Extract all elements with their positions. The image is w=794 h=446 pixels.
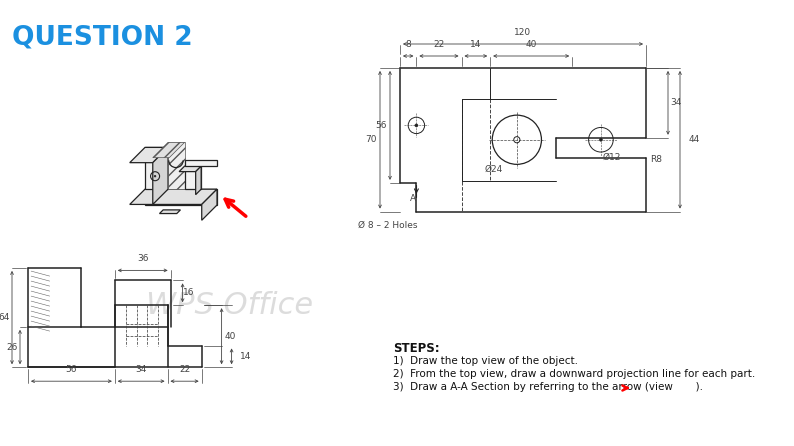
Text: STEPS:: STEPS:: [393, 342, 440, 355]
Text: 36: 36: [137, 254, 148, 264]
Text: Ø 8 – 2 Holes: Ø 8 – 2 Holes: [358, 220, 418, 230]
Polygon shape: [145, 189, 217, 205]
Text: Ø24: Ø24: [485, 165, 503, 174]
Text: 34: 34: [671, 99, 682, 107]
Polygon shape: [160, 210, 180, 214]
Text: 44: 44: [688, 135, 700, 144]
Polygon shape: [152, 142, 184, 157]
Text: 56: 56: [376, 121, 387, 130]
Text: A: A: [410, 194, 417, 203]
Text: 2)  From the top view, draw a downward projection line for each part.: 2) From the top view, draw a downward pr…: [393, 369, 755, 379]
Polygon shape: [129, 189, 217, 204]
Text: 22: 22: [179, 365, 191, 374]
Circle shape: [154, 175, 156, 177]
Polygon shape: [184, 161, 217, 166]
Text: 34: 34: [136, 365, 147, 374]
Text: 120: 120: [515, 28, 531, 37]
Polygon shape: [145, 147, 168, 189]
Polygon shape: [168, 142, 184, 189]
Polygon shape: [129, 147, 168, 163]
Polygon shape: [195, 166, 201, 194]
Circle shape: [415, 124, 418, 127]
Text: 16: 16: [183, 288, 195, 297]
Text: 3)  Draw a A-A Section by referring to the arrow (view       ).: 3) Draw a A-A Section by referring to th…: [393, 382, 703, 392]
Text: 56: 56: [66, 365, 77, 374]
Circle shape: [599, 138, 603, 141]
Text: R8: R8: [650, 155, 662, 164]
Text: 1)  Draw the top view of the object.: 1) Draw the top view of the object.: [393, 356, 578, 366]
Text: WPS Office: WPS Office: [146, 290, 314, 319]
Text: 26: 26: [6, 343, 18, 351]
Text: 40: 40: [224, 332, 236, 341]
Text: 70: 70: [365, 135, 377, 144]
Text: 22: 22: [434, 40, 445, 49]
Polygon shape: [179, 166, 201, 172]
Text: 8: 8: [405, 40, 411, 49]
Text: 14: 14: [470, 40, 481, 49]
Text: QUESTION 2: QUESTION 2: [12, 24, 193, 50]
Text: 40: 40: [526, 40, 537, 49]
Polygon shape: [202, 189, 217, 220]
Text: 14: 14: [241, 352, 252, 361]
Text: 64: 64: [0, 313, 10, 322]
Polygon shape: [152, 147, 168, 204]
Polygon shape: [184, 166, 201, 189]
Text: Ø12: Ø12: [603, 153, 621, 162]
